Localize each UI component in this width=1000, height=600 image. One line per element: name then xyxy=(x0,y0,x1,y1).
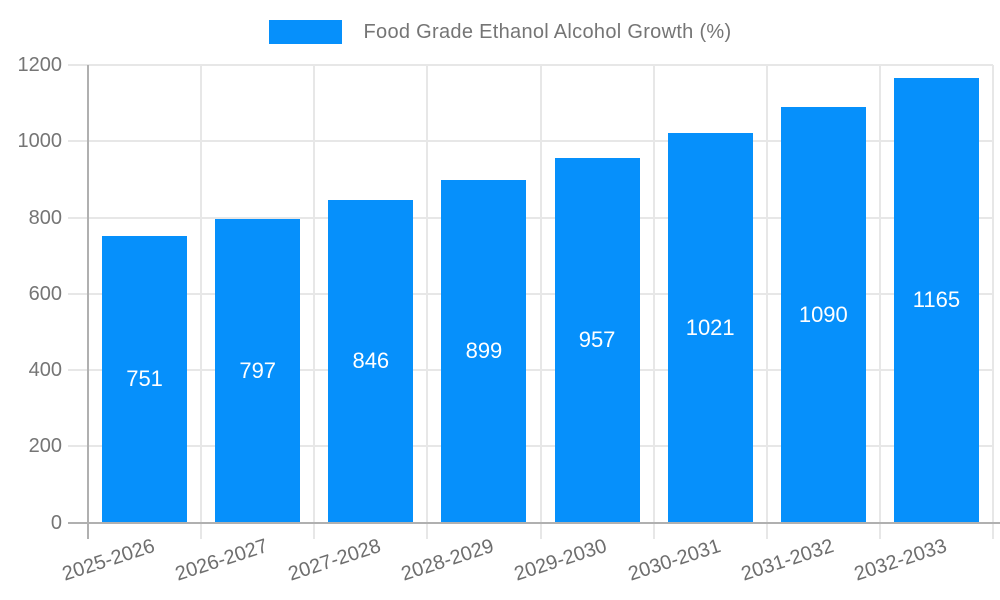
x-axis-tick-label: 2032-2033 xyxy=(851,534,950,585)
y-gridline xyxy=(68,292,993,295)
x-axis-tick-label: 2027-2028 xyxy=(285,534,384,585)
x-gridline xyxy=(652,65,655,539)
y-axis-tick-label: 600 xyxy=(28,282,62,305)
legend-label: Food Grade Ethanol Alcohol Growth (%) xyxy=(363,20,732,43)
bar-2025-2026[interactable] xyxy=(102,236,188,523)
y-gridline xyxy=(68,64,993,66)
x-axis-tick-label: 2030-2031 xyxy=(625,534,723,585)
x-gridline xyxy=(992,65,994,539)
y-gridline xyxy=(68,369,993,371)
legend-item[interactable]: Food Grade Ethanol Alcohol Growth (%) xyxy=(0,14,1000,50)
x-axis-tick-label: 2031-2032 xyxy=(738,534,837,585)
y-axis-tick-label: 0 xyxy=(50,511,62,534)
y-gridline xyxy=(68,445,993,448)
y-axis-tick-label: 800 xyxy=(28,206,62,229)
y-axis-tick-label: 200 xyxy=(28,435,62,458)
bar-2029-2030[interactable] xyxy=(554,157,640,523)
bar-2031-2032[interactable] xyxy=(780,106,866,523)
x-axis-line xyxy=(68,521,1000,524)
bar-2027-2028[interactable] xyxy=(328,199,414,523)
x-gridline xyxy=(200,65,203,539)
x-axis-tick-label: 2028-2029 xyxy=(398,534,497,585)
x-axis-tick-label: 2025-2026 xyxy=(59,534,158,585)
y-axis-tick-label: 1000 xyxy=(17,130,63,153)
x-axis-tick-label: 2029-2030 xyxy=(512,534,610,585)
x-gridline xyxy=(539,65,542,539)
x-axis-tick-label: 2026-2027 xyxy=(172,534,271,585)
bar-2032-2033[interactable] xyxy=(893,78,979,523)
y-gridline xyxy=(68,140,993,143)
bar-2028-2029[interactable] xyxy=(441,179,527,523)
legend-swatch xyxy=(268,20,342,44)
x-gridline xyxy=(313,65,316,539)
x-gridline xyxy=(878,65,881,539)
y-axis-line xyxy=(87,65,89,539)
x-gridline xyxy=(765,65,768,539)
y-axis-tick-label: 400 xyxy=(28,359,62,381)
x-gridline xyxy=(426,65,429,539)
bar-2030-2031[interactable] xyxy=(667,133,753,523)
bar-2026-2027[interactable] xyxy=(215,218,301,523)
y-gridline xyxy=(68,216,993,219)
y-axis-tick-label: 1200 xyxy=(17,54,63,76)
